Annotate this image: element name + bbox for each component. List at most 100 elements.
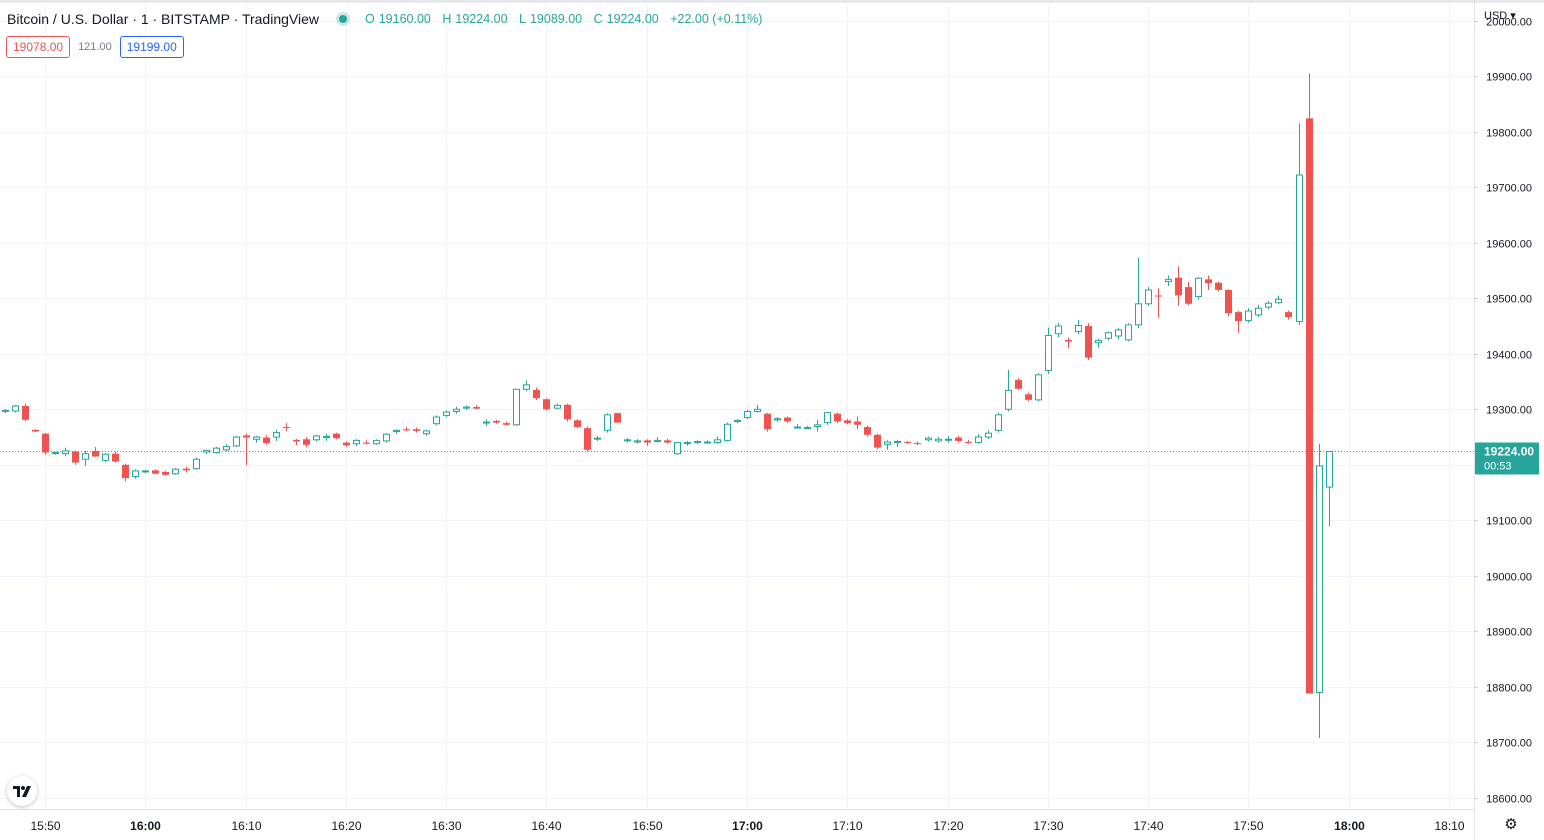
candle-down[interactable] (644, 439, 651, 446)
candle-down[interactable] (1185, 282, 1192, 306)
candle-up[interactable] (523, 380, 530, 391)
candle-down[interactable] (844, 418, 851, 425)
candle-up[interactable] (223, 444, 230, 452)
tradingview-logo-icon[interactable] (7, 776, 37, 806)
candle-down[interactable] (904, 440, 911, 444)
candle-down[interactable] (22, 403, 29, 422)
candle-up[interactable] (1265, 301, 1272, 310)
candle-up[interactable] (1005, 369, 1012, 412)
candle-down[interactable] (664, 438, 671, 444)
candle-down[interactable] (784, 416, 791, 423)
candle-up[interactable] (1055, 322, 1062, 338)
candle-down[interactable] (1085, 323, 1092, 360)
candle-up[interactable] (12, 404, 19, 413)
candle-down[interactable] (112, 451, 119, 463)
candle-down[interactable] (1306, 73, 1313, 694)
candle-down[interactable] (152, 469, 159, 475)
candle-up[interactable] (694, 440, 701, 445)
candle-up[interactable] (774, 417, 781, 422)
candle-up[interactable] (483, 419, 490, 426)
candle-up[interactable] (1195, 277, 1202, 300)
candle-up[interactable] (1275, 295, 1282, 305)
candle-up[interactable] (654, 437, 661, 443)
candle-up[interactable] (443, 410, 450, 418)
candle-up[interactable] (1125, 323, 1132, 342)
candle-up[interactable] (925, 436, 932, 442)
candle-down[interactable] (243, 433, 250, 466)
buy-button[interactable]: 19199.00 (119, 36, 184, 58)
candle-up[interactable] (824, 412, 831, 425)
candle-down[interactable] (293, 438, 300, 446)
candle-up[interactable] (1095, 338, 1102, 348)
candle-down[interactable] (413, 427, 420, 433)
candle-up[interactable] (82, 450, 89, 466)
candle-down[interactable] (333, 432, 340, 440)
candle-up[interactable] (463, 405, 470, 410)
candle-down[interactable] (1155, 288, 1162, 318)
candle-up[interactable] (985, 430, 992, 440)
candle-down[interactable] (955, 435, 962, 443)
candle-up[interactable] (794, 424, 801, 429)
sell-button[interactable]: 19078.00 (6, 36, 71, 58)
candle-up[interactable] (995, 412, 1002, 433)
candle-down[interactable] (403, 427, 410, 432)
candle-up[interactable] (393, 429, 400, 434)
candle-up[interactable] (634, 439, 641, 444)
candle-up[interactable] (704, 440, 711, 444)
candle-down[interactable] (965, 439, 972, 444)
candle-down[interactable] (614, 412, 621, 423)
candle-down[interactable] (574, 419, 581, 429)
candle-up[interactable] (2, 409, 9, 414)
currency-selector[interactable]: USD ▾ (1484, 9, 1516, 22)
candle-up[interactable] (884, 440, 891, 450)
candle-up[interactable] (373, 439, 380, 445)
candle-up[interactable] (724, 422, 731, 442)
candle-up[interactable] (594, 435, 601, 441)
candle-up[interactable] (624, 438, 631, 443)
candle-up[interactable] (1326, 450, 1333, 527)
candle-up[interactable] (62, 447, 69, 456)
candle-down[interactable] (1235, 311, 1242, 333)
candle-up[interactable] (975, 434, 982, 444)
candle-down[interactable] (303, 437, 310, 448)
candle-up[interactable] (1135, 257, 1142, 329)
candle-up[interactable] (423, 429, 430, 436)
candle-up[interactable] (734, 419, 741, 424)
candle-up[interactable] (1105, 331, 1112, 341)
candle-up[interactable] (744, 409, 751, 420)
candle-up[interactable] (253, 435, 260, 443)
candle-down[interactable] (864, 425, 871, 437)
candle-up[interactable] (383, 433, 390, 443)
candle-up[interactable] (193, 457, 200, 470)
candle-up[interactable] (1035, 373, 1042, 402)
candle-down[interactable] (533, 387, 540, 400)
candle-up[interactable] (102, 453, 109, 463)
candle-down[interactable] (493, 419, 500, 424)
gear-icon[interactable]: ⚙ (1504, 816, 1518, 833)
candle-down[interactable] (363, 440, 370, 445)
candle-down[interactable] (1175, 266, 1182, 307)
candle-down[interactable] (122, 463, 129, 482)
candle-down[interactable] (854, 416, 861, 429)
candle-up[interactable] (132, 469, 139, 479)
candle-down[interactable] (874, 433, 881, 450)
candle-up[interactable] (203, 449, 210, 454)
candle-up[interactable] (513, 388, 520, 426)
candle-down[interactable] (564, 403, 571, 422)
time-axis[interactable]: 15:50 16:00 16:10 16:20 16:30 16:40 16:50 17:00… (30, 819, 1464, 833)
candle-up[interactable] (1165, 275, 1172, 287)
candle-up[interactable] (945, 435, 952, 443)
candle-up[interactable] (273, 429, 280, 441)
candle-up[interactable] (1316, 443, 1323, 738)
candle-down[interactable] (914, 441, 921, 446)
candle-up[interactable] (935, 437, 942, 443)
candle-down[interactable] (764, 413, 771, 432)
candle-up[interactable] (814, 419, 821, 432)
candle-down[interactable] (543, 398, 550, 411)
candle-up[interactable] (684, 440, 691, 446)
symbol-title[interactable]: Bitcoin / U.S. Dollar · 1 · BITSTAMP · T… (7, 11, 319, 27)
candle-down[interactable] (1205, 275, 1212, 290)
candle-down[interactable] (92, 447, 99, 458)
candle-up[interactable] (323, 433, 330, 441)
